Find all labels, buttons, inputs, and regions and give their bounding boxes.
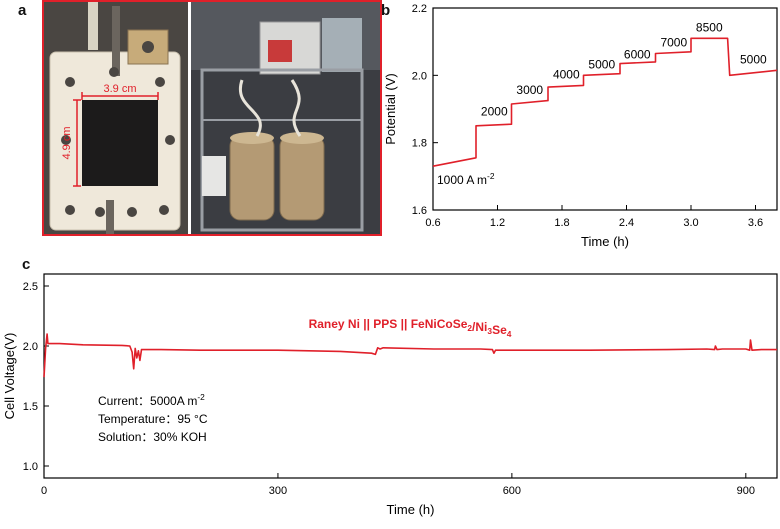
panel-c: c 0 300 600 900 1.0 1.5 2.0 2.5 Time (h) Cell Vol…: [0, 250, 780, 524]
plot-frame: [43, 273, 778, 479]
y-tick-label: 1.8: [412, 138, 427, 150]
tank-left: [229, 135, 275, 221]
condition-label: Temperature：95 °C: [98, 412, 208, 426]
start-current-label: 1000 A m-2: [437, 171, 495, 187]
x-tick-label: 0: [41, 485, 47, 497]
y-tick-label: 1.6: [412, 205, 427, 217]
y-tick-label: 2.2: [412, 3, 427, 15]
step-label: 3000: [516, 83, 543, 97]
x-tick-label: 900: [737, 485, 755, 497]
step-label: 4000: [553, 68, 580, 82]
panel-c-letter: c: [22, 256, 31, 273]
frame-rack: [200, 68, 364, 232]
panel-a-frame: [42, 0, 382, 236]
photo-divider: [188, 0, 191, 236]
height-label: 4.9 cm: [61, 126, 73, 159]
pump-head: [268, 40, 292, 62]
panel-a-photo: 3.9 cm 4.9 cm: [42, 0, 382, 236]
series-line: [43, 333, 777, 378]
rod-top: [112, 6, 120, 76]
panel-a: a 3.9 cm 4.9 cm: [0, 0, 400, 245]
tank-right: [279, 135, 325, 221]
y-tick-label: 2.0: [23, 341, 38, 353]
step-label: 8500: [696, 21, 723, 35]
plate-holes: [61, 67, 175, 217]
chart-b: 0.6 1.2 1.8 2.4 3.0 3.6 1.6 1.8 2.0 2.2 Time (h) Po…: [383, 3, 778, 249]
step-label: 5000: [588, 58, 615, 72]
x-axis-label: Time (h): [387, 502, 435, 517]
clamp-hole: [142, 41, 154, 53]
x-axis-label: Time (h): [581, 234, 629, 249]
x-tick-label: 3.0: [683, 217, 698, 229]
condition-label: Current：5000A m-2: [98, 392, 205, 408]
plot-frame: [432, 7, 778, 211]
y-tick-label: 1.5: [23, 401, 38, 413]
panel-b: b 0.6 1.2 1.8 2.4 3.0 3.6 1.6 1.8 2.0 2.2 Time (h)…: [375, 0, 780, 255]
step-label: 5000: [740, 53, 767, 67]
clamp-top: [127, 29, 169, 65]
x-tick-label: 0.6: [425, 217, 440, 229]
y-tick-label: 2.0: [412, 70, 427, 82]
x-tick-label: 2.4: [619, 217, 634, 229]
rod-bottom: [106, 200, 114, 236]
step-label: 7000: [660, 36, 687, 50]
x-tick-label: 1.8: [554, 217, 569, 229]
step-label: 2000: [481, 105, 508, 119]
y-axis-label: Cell Voltage(V): [2, 333, 17, 420]
step-label: 6000: [624, 48, 651, 62]
side-device: [202, 156, 226, 196]
y-axis-label: Potential (V): [383, 73, 398, 145]
legend-label: Raney Ni || PPS || FeNiCoSe2/Ni3Se4: [309, 317, 512, 339]
panel-b-letter: b: [381, 2, 391, 19]
x-tick-label: 1.2: [490, 217, 505, 229]
panel-a-letter: a: [18, 2, 27, 19]
series-line: [432, 37, 778, 167]
tubing-left: [88, 0, 98, 50]
x-tick-label: 600: [503, 485, 521, 497]
x-tick-label: 300: [269, 485, 287, 497]
chart-c: 0 300 600 900 1.0 1.5 2.0 2.5 Time (h) Cell Volta…: [2, 273, 778, 517]
y-tick-label: 1.0: [23, 461, 38, 473]
width-label: 3.9 cm: [103, 83, 136, 95]
reservoir: [322, 18, 362, 72]
electrode-mesh: [82, 100, 158, 186]
tubing-right: [238, 79, 302, 137]
y-tick-label: 2.5: [23, 281, 38, 293]
x-tick-label: 3.6: [748, 217, 763, 229]
condition-label: Solution：30% KOH: [98, 430, 207, 444]
